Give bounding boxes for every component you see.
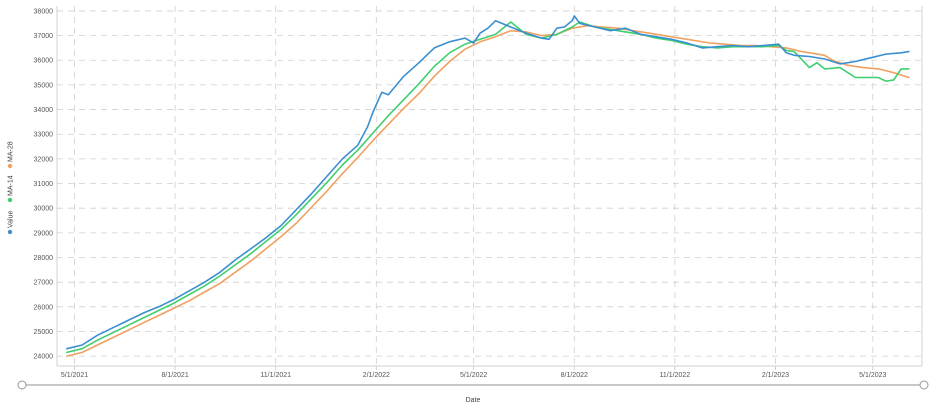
x-tick-label: 8/1/2022 [561,372,588,379]
y-tick-label: 34000 [34,107,54,114]
legend-label-ma14: MA-14 [8,175,15,196]
legend[interactable]: Value MA-14 MA-28 [7,141,15,235]
range-slider[interactable] [17,380,929,390]
x-axis-title: Date [466,397,481,404]
x-tick-label: 5/1/2022 [460,372,487,379]
y-tick-label: 33000 [34,132,54,139]
y-tick-label: 35000 [34,82,54,89]
y-tick-label: 29000 [34,230,54,237]
legend-marker-ma14 [7,197,13,203]
y-tick-label: 30000 [34,206,54,213]
y-tick-label: 28000 [34,255,54,262]
legend-label-value: Value [8,211,15,228]
y-tick-label: 32000 [34,156,54,163]
x-tick-label: 2/1/2022 [363,372,390,379]
y-tick-label: 38000 [34,8,54,15]
x-tick-label: 2/1/2023 [762,372,789,379]
y-tick-label: 25000 [34,329,54,336]
x-tick-label: 11/1/2022 [660,372,691,379]
x-tick-label: 8/1/2021 [161,372,188,379]
series-line-ma14[interactable] [66,21,910,354]
x-tick-label: 5/1/2023 [859,372,886,379]
x-tick-label: 5/1/2021 [61,372,88,379]
y-tick-label: 26000 [34,304,54,311]
y-tick-label: 24000 [34,354,54,361]
range-slider-right-handle[interactable] [919,380,929,390]
x-tick-label: 11/1/2021 [260,372,291,379]
legend-marker-value [7,229,13,235]
legend-label-ma28: MA-28 [8,141,15,162]
series-line-value[interactable] [66,15,910,350]
range-slider-left-handle[interactable] [17,380,27,390]
y-tick-label: 31000 [34,181,54,188]
series-lines [66,15,910,357]
axes: 24000 25000 26000 27000 28000 29000 30000 31000… [34,6,923,379]
legend-marker-ma28 [7,163,13,169]
grid [57,6,922,366]
y-tick-label: 27000 [34,280,54,287]
y-tick-label: 37000 [34,33,54,40]
y-tick-label: 36000 [34,58,54,65]
